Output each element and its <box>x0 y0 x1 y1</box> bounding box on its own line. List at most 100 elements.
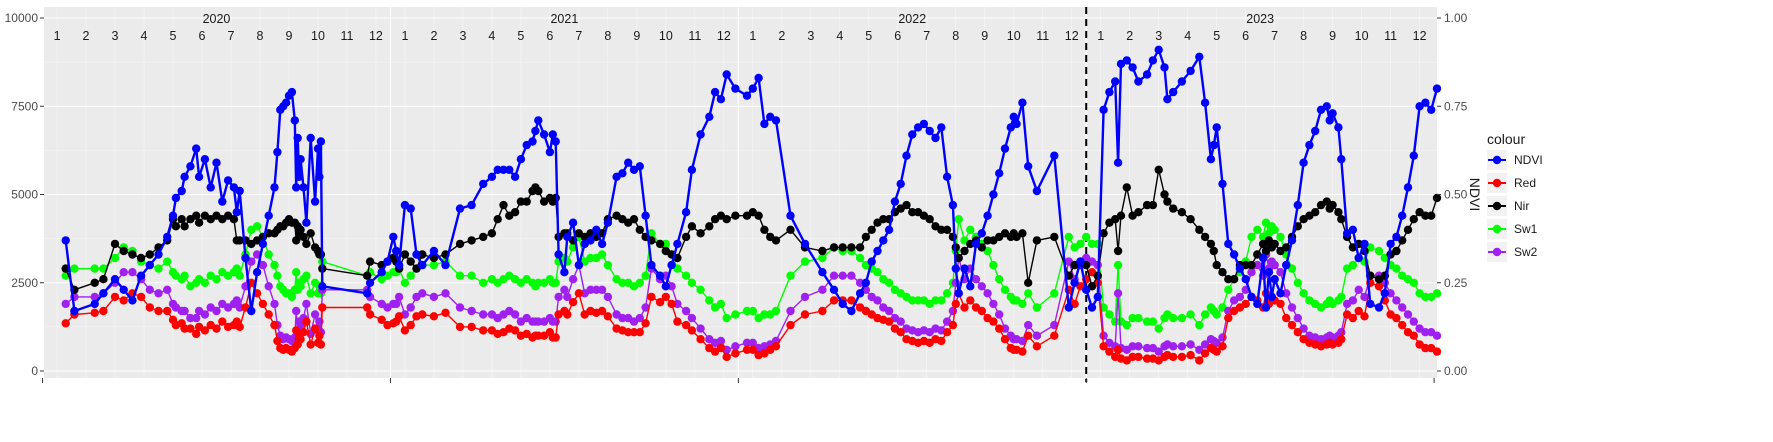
data-point <box>455 204 465 213</box>
data-point <box>1218 268 1227 277</box>
y2-tick-label: 0.25 <box>1444 276 1468 290</box>
data-point <box>855 253 865 263</box>
data-point <box>1105 347 1114 356</box>
data-point <box>966 296 975 305</box>
data-point <box>292 183 301 192</box>
data-point <box>655 298 665 307</box>
data-point <box>296 155 305 164</box>
y2-tick-label: 0.75 <box>1444 99 1468 113</box>
data-point <box>281 98 291 107</box>
data-point <box>1293 200 1303 210</box>
data-point <box>1099 105 1108 115</box>
data-point <box>710 87 720 97</box>
data-point <box>479 310 488 319</box>
data-point <box>302 239 311 249</box>
data-point <box>879 236 888 245</box>
data-point <box>1000 144 1010 153</box>
data-point <box>1421 98 1430 107</box>
data-point <box>731 342 740 351</box>
data-point <box>377 315 386 324</box>
data-point <box>951 264 960 273</box>
month-label: 6 <box>199 29 206 43</box>
month-label: 5 <box>1213 29 1220 43</box>
month-label: 5 <box>865 29 872 43</box>
data-point <box>1380 289 1390 298</box>
data-point <box>696 335 705 344</box>
data-point <box>1392 264 1401 273</box>
data-point <box>748 84 757 93</box>
data-point <box>110 292 120 302</box>
data-point <box>1200 349 1210 358</box>
data-point <box>212 306 221 316</box>
data-point <box>884 317 894 326</box>
month-label: 9 <box>285 29 292 43</box>
data-point <box>136 292 146 302</box>
data-point <box>673 317 682 326</box>
data-point <box>629 328 639 337</box>
month-label: 11 <box>1384 29 1397 43</box>
data-point <box>180 222 189 231</box>
data-point <box>258 299 268 309</box>
data-point <box>441 308 450 317</box>
data-point <box>989 190 998 199</box>
data-point <box>455 239 465 249</box>
data-point <box>1374 282 1384 291</box>
data-point <box>61 299 70 309</box>
data-point <box>293 133 302 143</box>
data-point <box>110 239 120 249</box>
data-point <box>534 278 543 287</box>
data-point <box>510 310 520 319</box>
data-point <box>1354 285 1363 294</box>
legend-item-sw2: Sw2 <box>1487 242 1538 262</box>
data-point <box>394 312 404 321</box>
month-label: 7 <box>923 29 930 43</box>
data-point <box>716 299 726 309</box>
data-point <box>1195 225 1204 234</box>
data-point <box>1134 342 1143 351</box>
data-point <box>1050 331 1059 340</box>
data-point <box>163 285 172 294</box>
data-point <box>534 116 543 125</box>
data-point <box>890 197 900 206</box>
data-point <box>983 211 992 220</box>
data-point <box>1374 303 1384 312</box>
right-axis: 0.00 0.25 0.50 0.75 1.00 <box>1437 11 1468 378</box>
data-point <box>365 257 375 266</box>
data-point <box>1128 342 1137 351</box>
month-label: 1 <box>54 29 61 43</box>
data-point <box>1142 70 1152 79</box>
data-point <box>896 179 905 189</box>
data-point <box>971 239 981 249</box>
data-point <box>908 208 917 217</box>
data-point <box>287 87 297 97</box>
data-point <box>560 268 569 277</box>
data-point <box>1293 313 1303 323</box>
data-point <box>948 320 958 330</box>
data-point <box>180 306 189 316</box>
data-point <box>310 197 320 206</box>
data-point <box>597 250 607 259</box>
data-point <box>786 320 795 330</box>
data-point <box>1142 200 1152 210</box>
data-point <box>1186 215 1195 224</box>
data-point <box>937 123 946 132</box>
data-point <box>273 336 282 346</box>
data-point <box>1116 211 1126 220</box>
data-point <box>1023 289 1033 298</box>
data-point <box>995 310 1004 319</box>
data-point <box>467 322 476 332</box>
data-point <box>1270 225 1279 234</box>
data-point <box>586 285 595 294</box>
data-point <box>232 264 241 273</box>
data-point <box>1421 328 1430 337</box>
data-point <box>1142 354 1152 363</box>
data-point <box>252 268 262 277</box>
data-point <box>528 137 537 146</box>
data-point <box>200 278 210 287</box>
y-tick-label: 10000 <box>5 11 39 25</box>
data-point <box>180 172 189 181</box>
data-point <box>655 271 665 280</box>
data-point <box>1169 87 1178 97</box>
data-point <box>771 236 781 245</box>
data-point <box>800 257 810 266</box>
